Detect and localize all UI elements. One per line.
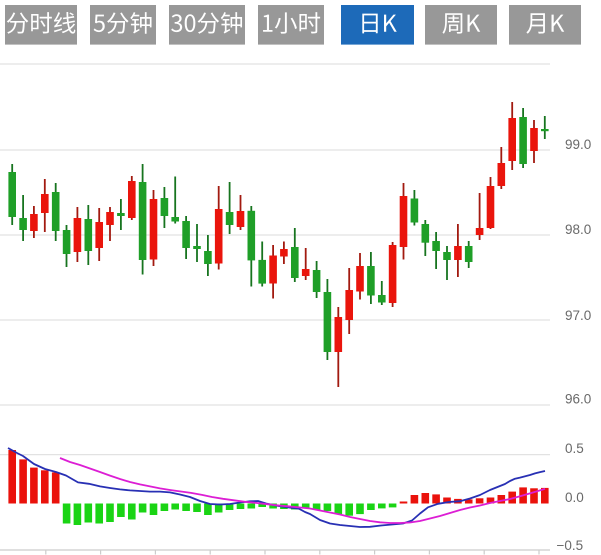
svg-text:−0.5: −0.5 xyxy=(557,538,584,553)
svg-text:99.0: 99.0 xyxy=(565,137,591,152)
svg-text:98.0: 98.0 xyxy=(565,222,591,237)
svg-text:0.0: 0.0 xyxy=(565,490,584,505)
svg-text:0.5: 0.5 xyxy=(565,441,584,456)
svg-text:96.0: 96.0 xyxy=(565,391,591,406)
svg-text:97.0: 97.0 xyxy=(565,308,591,323)
